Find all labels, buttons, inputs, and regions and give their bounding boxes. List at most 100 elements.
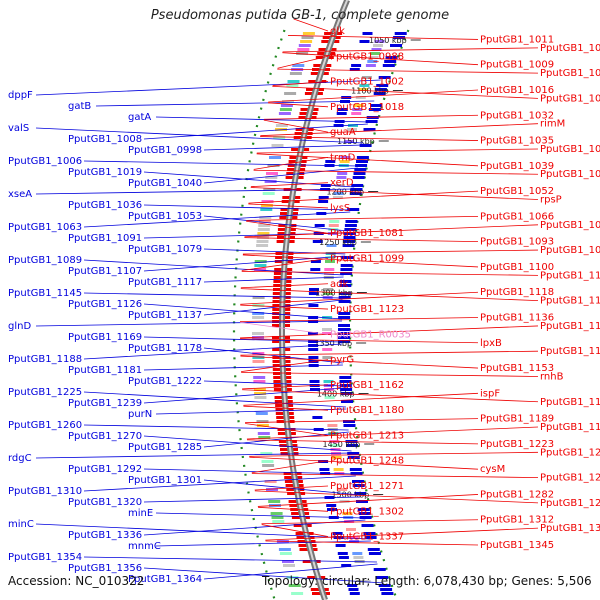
left-gene-label: glnD bbox=[8, 321, 31, 332]
category-bar bbox=[323, 288, 334, 291]
left-label-line bbox=[83, 343, 343, 360]
right-label-line bbox=[245, 423, 329, 436]
left-label-line bbox=[95, 100, 375, 107]
category-bar bbox=[253, 388, 266, 391]
right-gene-label: PputGB1_1312 bbox=[480, 515, 554, 526]
right-label-line bbox=[258, 506, 329, 512]
left-gene-label: PputGB1_1292 bbox=[68, 464, 142, 475]
reverse-feature bbox=[339, 280, 352, 283]
reverse-feature bbox=[376, 84, 389, 87]
left-gene-label: PputGB1_1239 bbox=[68, 398, 142, 409]
category-bar bbox=[359, 84, 370, 87]
left-gene-label: PputGB1_1364 bbox=[128, 574, 202, 585]
right-label-line bbox=[246, 220, 329, 234]
reverse-feature bbox=[337, 108, 348, 111]
right-gene-label: PputGB1_1259 bbox=[540, 473, 600, 484]
category-bar bbox=[300, 40, 313, 43]
reverse-feature bbox=[340, 392, 353, 395]
reverse-feature bbox=[308, 332, 318, 335]
category-bar bbox=[257, 228, 270, 231]
backbone-highlight bbox=[281, 0, 349, 600]
category-bar bbox=[262, 192, 275, 195]
left-label-line bbox=[83, 424, 349, 431]
left-label-line bbox=[83, 160, 359, 167]
reverse-feature bbox=[327, 508, 337, 511]
reverse-feature bbox=[343, 236, 356, 239]
left-label-line bbox=[203, 276, 344, 283]
left-gene-label: PputGB1_1178 bbox=[128, 343, 202, 354]
left-label-line bbox=[143, 468, 356, 475]
reverse-feature bbox=[349, 192, 362, 195]
category-bar bbox=[253, 380, 266, 383]
right-label-line bbox=[240, 283, 329, 289]
reverse-feature bbox=[356, 500, 368, 503]
left-gene-label: PputGB1_1354 bbox=[8, 552, 82, 563]
right-label-line bbox=[249, 451, 539, 457]
right-label-line bbox=[240, 291, 479, 305]
category-bar bbox=[297, 48, 310, 51]
right-gene-label: PputGB1_1223 bbox=[480, 439, 554, 450]
left-gene-label: valS bbox=[8, 123, 29, 134]
right-gene-label: PputGB1_1180 bbox=[330, 405, 404, 416]
right-label-line bbox=[260, 123, 539, 137]
right-gene-label: PputGB1_0988 bbox=[330, 51, 404, 62]
reverse-feature bbox=[349, 68, 360, 71]
category-bar bbox=[296, 52, 309, 55]
category-bar bbox=[264, 480, 277, 483]
reverse-feature bbox=[344, 228, 357, 231]
right-label-line bbox=[293, 18, 329, 32]
right-label-line bbox=[248, 190, 479, 204]
category-bar bbox=[252, 356, 265, 359]
category-bar bbox=[269, 156, 281, 159]
reverse-feature bbox=[345, 220, 358, 223]
category-bar bbox=[256, 240, 269, 243]
left-label-line bbox=[203, 431, 349, 448]
left-gene-label: xseA bbox=[8, 189, 32, 200]
right-label-line bbox=[244, 237, 479, 243]
category-bar bbox=[265, 176, 278, 179]
right-label-line bbox=[240, 317, 479, 322]
right-gene-label: PputGB1_1282 bbox=[480, 489, 554, 500]
reverse-feature bbox=[342, 244, 355, 247]
category-bar bbox=[270, 512, 283, 515]
reverse-feature bbox=[351, 184, 364, 187]
right-label-line bbox=[253, 156, 329, 170]
right-label-line bbox=[242, 384, 329, 390]
left-gene-label: PputGB1_1091 bbox=[68, 233, 142, 244]
category-bar bbox=[256, 236, 269, 239]
reverse-feature bbox=[356, 156, 369, 159]
right-label-line bbox=[240, 338, 479, 344]
right-gene-label: PputGB1_1136 bbox=[480, 312, 554, 323]
reverse-feature bbox=[343, 232, 356, 235]
left-label-line bbox=[143, 387, 345, 404]
reverse-feature bbox=[308, 356, 319, 359]
right-label-line bbox=[282, 47, 539, 53]
reverse-feature bbox=[352, 176, 365, 179]
right-label-line bbox=[240, 304, 329, 310]
reverse-feature bbox=[339, 284, 352, 287]
category-bar bbox=[258, 220, 271, 223]
reverse-feature bbox=[352, 484, 365, 487]
category-bar bbox=[337, 172, 348, 175]
category-bar bbox=[252, 360, 265, 363]
right-label-line bbox=[272, 81, 329, 86]
category-bar bbox=[282, 100, 294, 103]
reverse-feature bbox=[359, 144, 372, 147]
category-bar bbox=[370, 52, 381, 55]
category-bar bbox=[365, 64, 376, 67]
category-bar bbox=[254, 264, 267, 267]
category-bar bbox=[340, 156, 351, 159]
right-gene-label: PputGB1_1082 bbox=[540, 220, 600, 231]
category-bar bbox=[292, 64, 305, 67]
category-bar bbox=[336, 176, 347, 179]
right-label-line bbox=[257, 494, 479, 507]
category-bar bbox=[253, 376, 266, 379]
category-bar bbox=[344, 140, 355, 143]
left-gene-label: PputGB1_1356 bbox=[68, 563, 142, 574]
reverse-feature bbox=[339, 380, 352, 383]
reverse-feature bbox=[344, 224, 357, 227]
category-bar bbox=[329, 444, 340, 447]
right-gene-label: PputGB1_1050 bbox=[540, 144, 600, 155]
reverse-feature bbox=[346, 444, 358, 447]
reverse-feature bbox=[326, 504, 337, 507]
